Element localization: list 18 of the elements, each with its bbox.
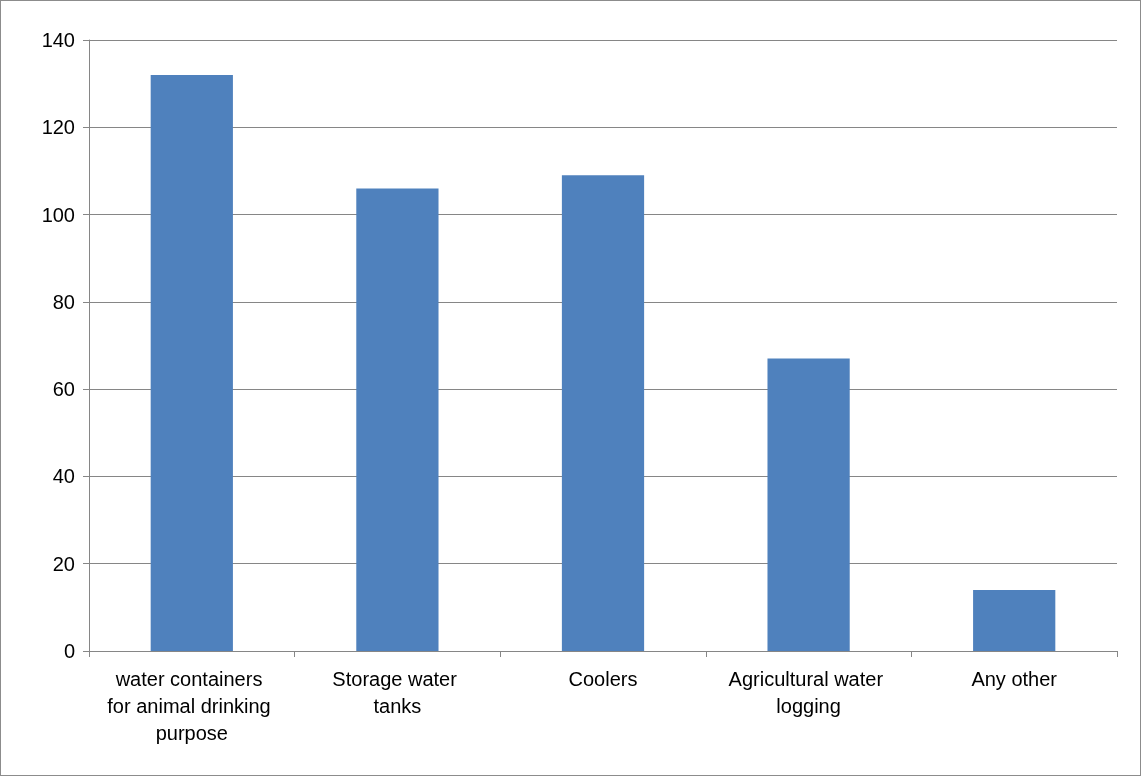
bar bbox=[767, 358, 850, 651]
y-tick-label: 120 bbox=[41, 116, 75, 139]
x-tick-label: Any other bbox=[971, 667, 1058, 690]
y-tick-label: 140 bbox=[41, 29, 75, 51]
bar bbox=[561, 175, 645, 651]
y-tick-label: 20 bbox=[52, 552, 75, 575]
bar bbox=[150, 74, 233, 651]
bar bbox=[356, 188, 439, 651]
y-tick-label: 80 bbox=[52, 290, 75, 313]
y-tick-label: 60 bbox=[52, 378, 75, 401]
x-tick-label: Agricultural water logging bbox=[728, 667, 889, 717]
x-tick-label: water containers for animal drinking purpose bbox=[107, 667, 277, 744]
y-tick-label: 100 bbox=[41, 203, 75, 226]
y-tick-label: 0 bbox=[63, 640, 75, 662]
bar bbox=[973, 589, 1056, 651]
y-tick-label: 40 bbox=[52, 465, 75, 488]
x-tick-label: Storage water tanks bbox=[332, 667, 463, 717]
x-tick-label: Coolers bbox=[568, 667, 638, 690]
